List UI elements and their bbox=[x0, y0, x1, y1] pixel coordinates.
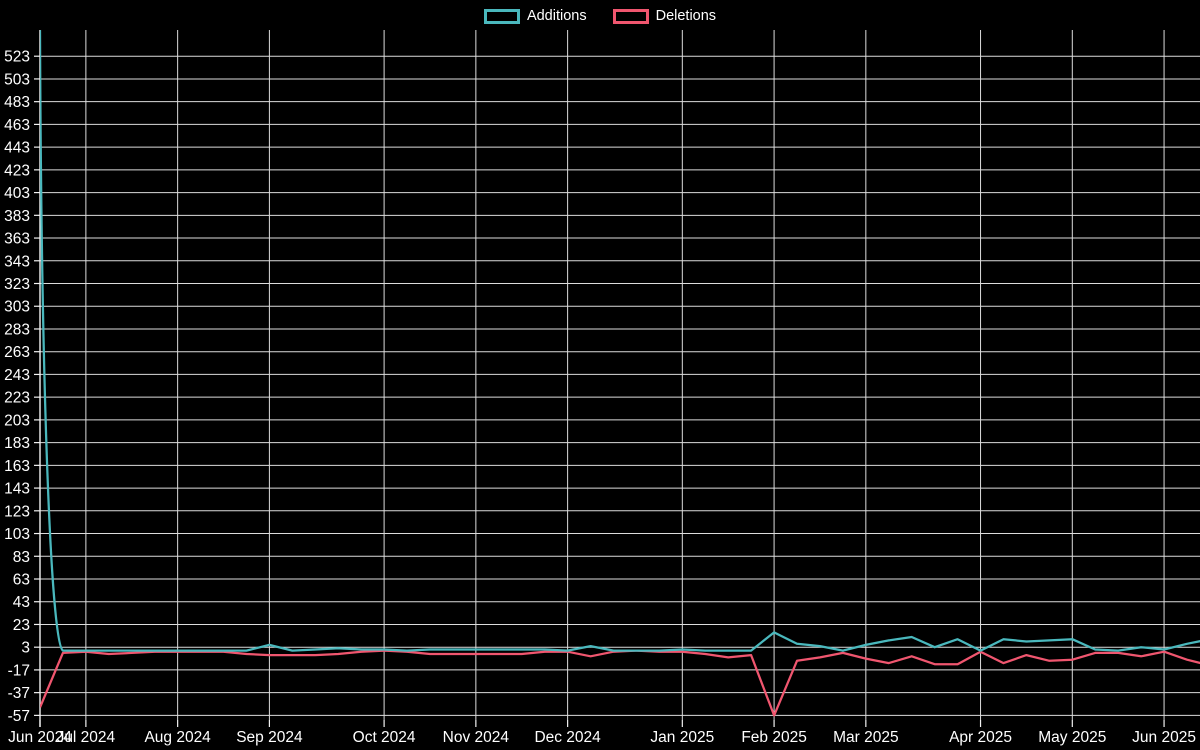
x-tick-label: Apr 2025 bbox=[949, 729, 1012, 746]
x-tick-label: Aug 2024 bbox=[144, 729, 211, 746]
y-tick-label: 43 bbox=[13, 594, 30, 611]
additions-line bbox=[40, 30, 1200, 652]
legend: Additions Deletions bbox=[0, 9, 1200, 24]
y-tick-label: -57 bbox=[8, 708, 30, 725]
additions-swatch-icon bbox=[483, 9, 520, 24]
legend-label-additions: Additions bbox=[526, 8, 587, 24]
x-tick-label: Jul 2024 bbox=[57, 729, 116, 746]
x-tick-label: Jan 2025 bbox=[650, 729, 714, 746]
y-tick-label: -17 bbox=[8, 662, 30, 679]
x-tick-label: Nov 2024 bbox=[443, 729, 510, 746]
y-tick-label: -37 bbox=[8, 685, 30, 702]
y-tick-label: 343 bbox=[4, 253, 30, 270]
y-tick-label: 423 bbox=[4, 162, 30, 179]
y-tick-label: 303 bbox=[4, 299, 30, 316]
y-tick-label: 263 bbox=[4, 344, 30, 361]
x-tick-label: May 2025 bbox=[1038, 729, 1106, 746]
y-tick-label: 223 bbox=[4, 390, 30, 407]
y-tick-label: 63 bbox=[13, 572, 30, 589]
y-tick-label: 23 bbox=[13, 617, 30, 634]
y-tick-label: 363 bbox=[4, 231, 30, 248]
y-tick-label: 483 bbox=[4, 94, 30, 111]
y-tick-label: 503 bbox=[4, 71, 30, 88]
legend-label-deletions: Deletions bbox=[655, 8, 717, 24]
y-tick-label: 443 bbox=[4, 140, 30, 157]
y-tick-label: 3 bbox=[21, 640, 30, 657]
x-tick-label: Mar 2025 bbox=[833, 729, 898, 746]
y-tick-label: 123 bbox=[4, 503, 30, 520]
deletions-swatch-icon bbox=[612, 9, 649, 24]
y-tick-label: 323 bbox=[4, 276, 30, 293]
x-tick-label: Jun 2024 bbox=[8, 729, 72, 746]
y-tick-label: 383 bbox=[4, 208, 30, 225]
y-tick-label: 163 bbox=[4, 458, 30, 475]
y-tick-label: 203 bbox=[4, 412, 30, 429]
x-tick-label: Jun 2025 bbox=[1132, 729, 1196, 746]
x-tick-label: Dec 2024 bbox=[534, 729, 601, 746]
y-tick-label: 143 bbox=[4, 481, 30, 498]
y-tick-label: 243 bbox=[4, 367, 30, 384]
y-tick-label: 103 bbox=[4, 526, 30, 543]
deletions-line bbox=[40, 649, 1200, 717]
legend-item-deletions[interactable]: Deletions bbox=[612, 8, 717, 24]
y-tick-label: 83 bbox=[13, 549, 30, 566]
x-tick-label: Oct 2024 bbox=[353, 729, 416, 746]
y-tick-label: 403 bbox=[4, 185, 30, 202]
x-tick-label: Sep 2024 bbox=[236, 729, 303, 746]
legend-item-additions[interactable]: Additions bbox=[483, 8, 587, 24]
y-tick-label: 463 bbox=[4, 117, 30, 134]
x-tick-label: Feb 2025 bbox=[741, 729, 807, 746]
y-tick-label: 283 bbox=[4, 321, 30, 338]
y-tick-label: 183 bbox=[4, 435, 30, 452]
y-tick-label: 523 bbox=[4, 49, 30, 66]
